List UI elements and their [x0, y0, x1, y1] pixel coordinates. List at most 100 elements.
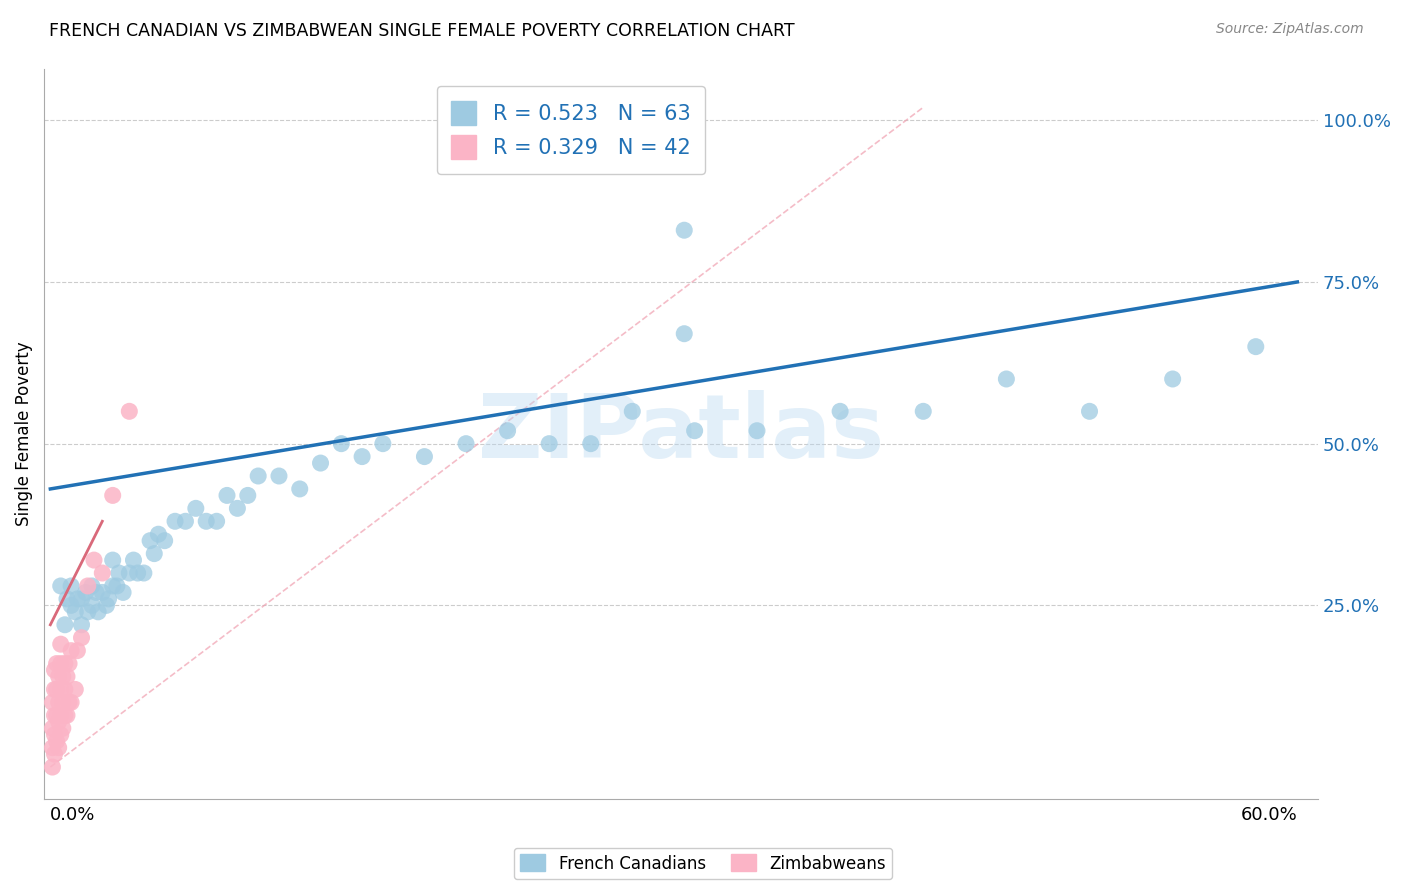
Point	[1078, 404, 1101, 418]
Point	[58, 695, 80, 709]
Point	[118, 566, 141, 580]
Point	[76, 579, 98, 593]
Legend: R = 0.523   N = 63, R = 0.329   N = 42: R = 0.523 N = 63, R = 0.329 N = 42	[437, 87, 706, 174]
Text: 60.0%: 60.0%	[1240, 805, 1298, 824]
Point	[288, 482, 311, 496]
Point	[53, 682, 76, 697]
Point	[830, 404, 852, 418]
Point	[127, 566, 149, 580]
Point	[70, 617, 93, 632]
Point	[673, 223, 696, 237]
Point	[122, 553, 145, 567]
Point	[49, 637, 72, 651]
Point	[621, 404, 644, 418]
Point	[44, 708, 66, 723]
Point	[97, 591, 120, 606]
Point	[44, 728, 66, 742]
Point	[48, 695, 70, 709]
Point	[80, 579, 103, 593]
Point	[108, 566, 131, 580]
Point	[56, 708, 79, 723]
Point	[496, 424, 519, 438]
Point	[1161, 372, 1184, 386]
Point	[56, 669, 79, 683]
Point	[1244, 340, 1267, 354]
Point	[84, 585, 107, 599]
Point	[53, 708, 76, 723]
Point	[112, 585, 135, 599]
Point	[41, 695, 63, 709]
Point	[70, 631, 93, 645]
Point	[132, 566, 155, 580]
Point	[745, 424, 768, 438]
Point	[45, 657, 67, 671]
Point	[58, 657, 80, 671]
Point	[52, 669, 75, 683]
Y-axis label: Single Female Poverty: Single Female Poverty	[15, 342, 32, 526]
Point	[41, 760, 63, 774]
Point	[579, 436, 602, 450]
Point	[91, 566, 114, 580]
Point	[44, 682, 66, 697]
Point	[44, 747, 66, 761]
Text: FRENCH CANADIAN VS ZIMBABWEAN SINGLE FEMALE POVERTY CORRELATION CHART: FRENCH CANADIAN VS ZIMBABWEAN SINGLE FEM…	[49, 22, 794, 40]
Point	[49, 579, 72, 593]
Point	[45, 708, 67, 723]
Point	[48, 740, 70, 755]
Point	[174, 514, 197, 528]
Point	[49, 657, 72, 671]
Point	[49, 728, 72, 742]
Text: ZIPatlas: ZIPatlas	[478, 391, 884, 477]
Point	[60, 579, 83, 593]
Legend: French Canadians, Zimbabweans: French Canadians, Zimbabweans	[513, 847, 893, 880]
Point	[75, 585, 97, 599]
Point	[538, 436, 561, 450]
Point	[45, 734, 67, 748]
Point	[53, 657, 76, 671]
Point	[49, 682, 72, 697]
Point	[91, 585, 114, 599]
Point	[247, 469, 270, 483]
Point	[330, 436, 353, 450]
Point	[371, 436, 394, 450]
Point	[56, 591, 79, 606]
Point	[48, 714, 70, 729]
Point	[673, 133, 696, 147]
Text: Source: ZipAtlas.com: Source: ZipAtlas.com	[1216, 22, 1364, 37]
Point	[70, 591, 93, 606]
Point	[267, 469, 290, 483]
Point	[139, 533, 162, 548]
Point	[49, 708, 72, 723]
Point	[143, 547, 166, 561]
Point	[41, 740, 63, 755]
Point	[80, 599, 103, 613]
Point	[413, 450, 436, 464]
Point	[60, 643, 83, 657]
Point	[165, 514, 187, 528]
Point	[66, 643, 89, 657]
Point	[101, 488, 124, 502]
Point	[309, 456, 332, 470]
Point	[45, 682, 67, 697]
Point	[65, 605, 87, 619]
Point	[101, 553, 124, 567]
Point	[105, 579, 128, 593]
Point	[995, 372, 1018, 386]
Point	[683, 424, 706, 438]
Text: 0.0%: 0.0%	[51, 805, 96, 824]
Point	[48, 669, 70, 683]
Point	[205, 514, 228, 528]
Point	[148, 527, 170, 541]
Point	[454, 436, 477, 450]
Point	[195, 514, 218, 528]
Point	[118, 404, 141, 418]
Point	[912, 404, 935, 418]
Point	[215, 488, 238, 502]
Point	[52, 695, 75, 709]
Point	[153, 533, 176, 548]
Point	[673, 326, 696, 341]
Point	[65, 682, 87, 697]
Point	[53, 617, 76, 632]
Point	[352, 450, 374, 464]
Point	[41, 721, 63, 735]
